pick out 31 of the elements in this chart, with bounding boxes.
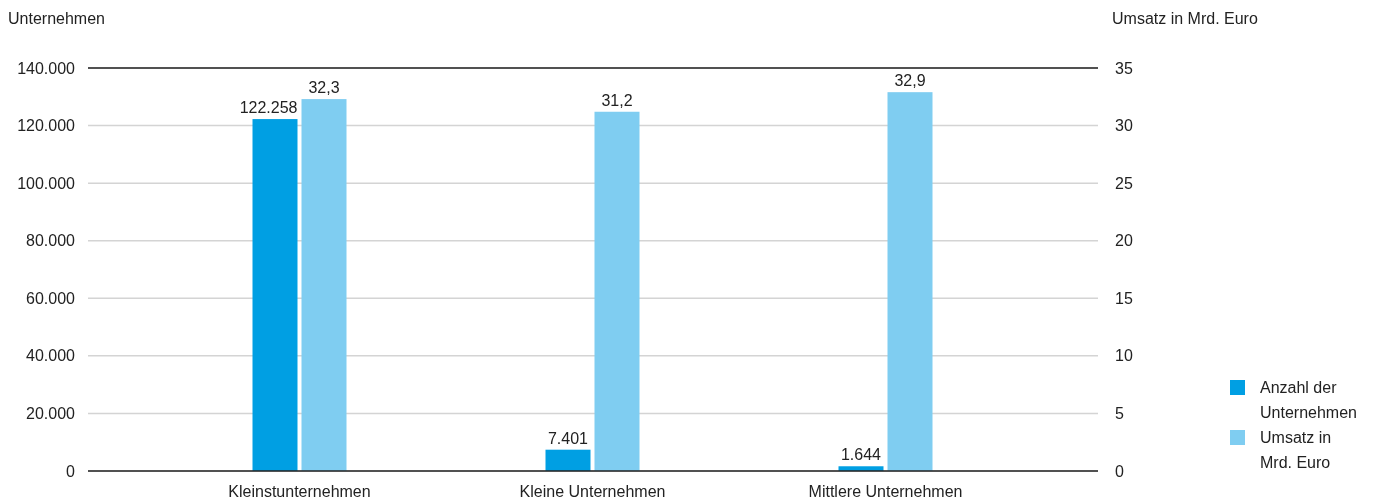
data-label: 7.401 <box>547 429 589 447</box>
bar <box>252 119 298 471</box>
y-tick-label: 60.000 <box>26 289 76 307</box>
y2-tick-label: 5 <box>1115 405 1124 423</box>
y-tick-label: 0 <box>66 462 76 480</box>
y2-tick-label: 20 <box>1115 232 1133 250</box>
y-tick-label: 20.000 <box>26 405 76 423</box>
y-axis-title: Unternehmen <box>8 10 105 27</box>
x-tick-label: Kleinstunternehmen <box>228 483 371 500</box>
y-tick-label: 140.000 <box>17 59 76 77</box>
y-tick-label: 100.000 <box>17 174 76 192</box>
y-tick-label: 40.000 <box>26 347 76 365</box>
bar <box>545 449 591 471</box>
y2-tick-label: 25 <box>1115 174 1133 192</box>
data-label: 122.258 <box>239 99 298 117</box>
data-label: 31,2 <box>601 91 633 109</box>
x-tick-label: Mittlere Unternehmen <box>808 483 963 500</box>
y2-tick-label: 10 <box>1115 347 1133 365</box>
y-tick-label: 80.000 <box>26 232 76 250</box>
y2-tick-label: 30 <box>1115 117 1133 135</box>
data-label: 32,9 <box>894 72 926 90</box>
y2-tick-label: 0 <box>1115 462 1124 480</box>
y2-tick-label: 35 <box>1115 59 1133 77</box>
x-tick-label: Kleine Unternehmen <box>519 483 666 500</box>
y2-tick-label: 15 <box>1115 289 1133 307</box>
y-tick-label: 120.000 <box>17 117 76 135</box>
y2-axis-title: Umsatz in Mrd. Euro <box>1112 10 1258 27</box>
data-label: 1.644 <box>840 446 882 464</box>
legend-label: Anzahl der Unternehmen <box>1260 379 1357 421</box>
legend-label: Umsatz in Mrd. Euro <box>1260 429 1332 471</box>
data-label: 32,3 <box>308 79 340 97</box>
